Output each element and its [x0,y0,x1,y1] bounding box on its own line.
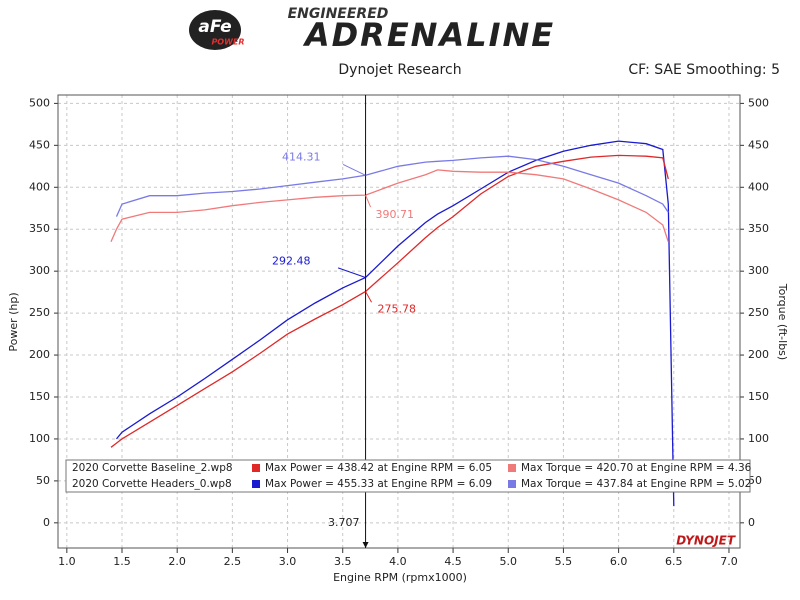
y2-tick-label: 50 [748,474,762,487]
y2-tick-label: 200 [748,348,769,361]
x-tick-label: 2.5 [224,555,242,568]
x-tick-label: 6.5 [665,555,683,568]
series-line [110,169,669,243]
callout-label: 390.71 [376,208,415,221]
series-line [115,140,675,507]
x-axis-title: Engine RPM (rpmx1000) [333,571,467,584]
y-tick-label: 150 [29,390,50,403]
x-tick-label: 4.0 [389,555,407,568]
y2-tick-label: 300 [748,264,769,277]
y-tick-label: 50 [36,474,50,487]
series-line [110,154,669,448]
y2-tick-label: 100 [748,432,769,445]
callout-line [342,164,366,176]
logo-badge [189,10,241,50]
legend: 2020 Corvette Baseline_2.wp8 Max Power = … [65,459,752,493]
cursor-label: 3.707 [328,516,360,529]
series-line [115,155,669,217]
supertitle: ENGINEERED [288,6,389,22]
legend-torque: Max Torque = 420.70 at Engine RPM = 4.36 [521,462,752,474]
subtitle: Dynojet Research [338,62,461,78]
x-tick-label: 5.0 [500,555,518,568]
callout-line [365,291,372,303]
legend-power: Max Power = 455.33 at Engine RPM = 6.09 [265,478,492,490]
cursor-arrow [362,542,369,548]
y2-tick-label: 150 [748,390,769,403]
y-tick-label: 300 [29,264,50,277]
legend-swatch [252,480,260,488]
y2-tick-label: 400 [748,180,769,193]
legend-box [65,459,751,493]
y-tick-label: 450 [29,138,50,151]
callout-line [337,267,366,278]
x-tick-label: 4.5 [444,555,462,568]
x-tick-label: 3.5 [334,555,352,568]
x-tick-label: 1.0 [58,555,76,568]
y2-tick-label: 0 [748,516,755,529]
y2-tick-label: 250 [748,306,769,319]
y2-axis-title: Torque (ft-lbs) [776,283,789,360]
legend-swatch [252,464,260,472]
legend-file: 2020 Corvette Baseline_2.wp8 [72,462,233,474]
x-tick-label: 2.0 [168,555,186,568]
x-tick-label: 3.0 [279,555,297,568]
plot-frame [57,94,741,549]
y-tick-label: 0 [43,516,50,529]
corner-note: CF: SAE Smoothing: 5 [628,62,780,78]
legend-torque: Max Torque = 437.84 at Engine RPM = 5.02 [521,478,751,490]
callout-line [365,194,372,208]
y2-tick-label: 500 [748,96,769,109]
legend-power: Max Power = 438.42 at Engine RPM = 6.05 [265,462,492,474]
callout-label: 275.78 [378,302,417,315]
y-tick-label: 200 [29,348,50,361]
y-tick-label: 350 [29,222,50,235]
y-tick-label: 500 [29,96,50,109]
brand: DYNOJET [676,534,736,548]
x-tick-label: 1.5 [113,555,131,568]
logo: aFe [198,17,231,37]
callout-label: 292.48 [272,254,311,267]
x-tick-label: 7.0 [720,555,738,568]
x-tick-label: 6.0 [610,555,628,568]
legend-swatch [508,480,516,488]
callout-label: 414.31 [282,150,321,163]
y-axis-title: Power (hp) [7,292,20,351]
legend-file: 2020 Corvette Headers_0.wp8 [72,478,232,490]
y-tick-label: 100 [29,432,50,445]
logo-sub: POWER [211,38,244,47]
y-tick-label: 250 [29,306,50,319]
legend-swatch [508,464,516,472]
y2-tick-label: 450 [748,138,769,151]
chart-title: ADRENALINE [302,16,555,54]
y-tick-label: 400 [29,180,50,193]
x-tick-label: 5.5 [555,555,573,568]
y2-tick-label: 350 [748,222,769,235]
